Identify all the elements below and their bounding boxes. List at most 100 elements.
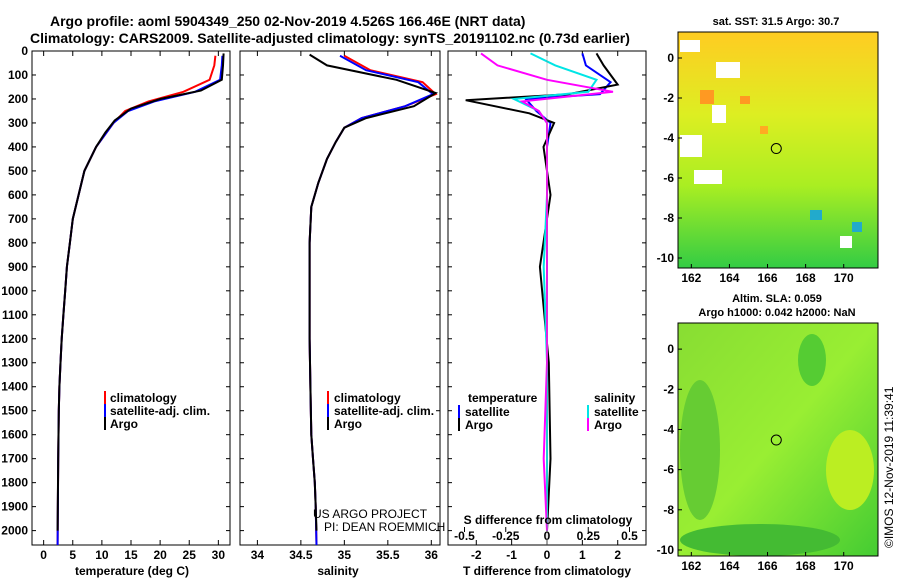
temperature-legend: climatology satellite-adj. clim. Argo: [104, 391, 210, 431]
x-tick-label: 25: [183, 548, 197, 562]
depth-tick-label: 200: [8, 92, 28, 106]
depth-tick-label: 2000: [1, 524, 28, 538]
figure-title-line2: Climatology: CARS2009. Satellite-adjuste…: [30, 30, 630, 46]
salinity-legend: climatology satellite-adj. clim. Argo: [327, 391, 434, 431]
x-tick-label: 1: [579, 548, 586, 562]
sla-map-title: Altim. SLA: 0.059: [732, 293, 822, 305]
map-y-tick-label: -10: [657, 543, 675, 557]
sst-missing-patch: [716, 62, 740, 78]
x-tick-label: 35: [338, 548, 352, 562]
temperature-x-label: temperature (deg C): [75, 564, 189, 578]
sla-low-region: [798, 334, 826, 386]
sst-missing-patch: [680, 135, 702, 157]
figure-title-line1: Argo profile: aoml 5904349_250 02-Nov-20…: [50, 13, 525, 29]
imos-stamp: ©IMOS 12-Nov-2019 11:39:41: [882, 386, 896, 548]
map-y-tick-label: -6: [663, 463, 674, 477]
series-line-argo: [308, 53, 439, 531]
s-tick-label: 0.25: [577, 529, 601, 543]
legend-label-satellite: satellite-adj. clim.: [110, 404, 210, 418]
x-tick-label: 0: [544, 548, 551, 562]
legend-label-argo: Argo: [110, 417, 138, 431]
s-difference-label: S difference from climatology: [464, 513, 633, 527]
depth-tick-label: 1200: [1, 332, 28, 346]
legend-header-salinity: salinity: [594, 391, 636, 405]
depth-tick-label: 1400: [1, 380, 28, 394]
legend-label-t-argo: Argo: [465, 418, 493, 432]
sla-low-region: [680, 524, 840, 556]
x-tick-label: 15: [124, 548, 138, 562]
depth-tick-label: 1900: [1, 500, 28, 514]
sst-warm-patch: [700, 90, 714, 104]
x-tick-label: 20: [153, 548, 167, 562]
x-tick-label: 2: [614, 548, 621, 562]
sst-warm-patch: [740, 96, 750, 104]
map-x-tick-label: 166: [758, 271, 778, 285]
difference-legend: temperature salinity satellite Argo sate…: [458, 391, 639, 432]
x-tick-label: 34.5: [289, 548, 313, 562]
sst-warm-patch: [760, 126, 768, 134]
sst-map-frame: [677, 31, 879, 269]
sla-map-axes: 162 164 166 168 170 0 -2 -4 -6 -8 -10: [657, 342, 854, 573]
map-x-tick-label: 162: [681, 271, 701, 285]
series-line-t-satellite: [523, 53, 613, 531]
depth-tick-label: 1300: [1, 356, 28, 370]
legend-label-climatology: climatology: [334, 391, 401, 405]
map-x-tick-label: 170: [834, 559, 854, 573]
map-y-tick-label: 0: [667, 51, 674, 65]
legend-label-climatology: climatology: [110, 391, 177, 405]
map-x-tick-label: 168: [796, 559, 816, 573]
depth-tick-label: 600: [8, 188, 28, 202]
sst-map-axes: 162 164 166 168 170 0 -2 -4 -6 -8 -10: [657, 51, 854, 285]
x-tick-label: 30: [212, 548, 226, 562]
series-line-satellite: [308, 54, 435, 546]
sst-map: [677, 31, 879, 269]
credit-pi: PI: DEAN ROEMMICH: [324, 520, 445, 534]
temperature-panel-frame: [31, 50, 231, 546]
depth-tick-label: 700: [8, 212, 28, 226]
map-y-tick-label: -8: [663, 211, 674, 225]
map-x-tick-label: 164: [719, 559, 739, 573]
sla-high-region: [826, 430, 874, 510]
map-y-tick-label: -8: [663, 503, 674, 517]
s-tick-label: -0.25: [492, 529, 520, 543]
sst-missing-patch: [840, 236, 852, 248]
depth-tick-label: 1600: [1, 428, 28, 442]
depth-tick-label: 1500: [1, 404, 28, 418]
legend-label-s-satellite: satellite: [594, 405, 639, 419]
float-location-marker: [770, 143, 782, 155]
series-line-t-argo: [465, 52, 620, 531]
s-tick-label: -0.5: [454, 529, 475, 543]
x-tick-label: 34: [251, 548, 265, 562]
sla-map-subtitle: Argo h1000: 0.042 h2000: NaN: [698, 307, 855, 319]
s-tick-label: 0.5: [621, 529, 638, 543]
map-y-tick-label: -10: [657, 251, 675, 265]
legend-label-t-satellite: satellite: [465, 405, 510, 419]
map-x-tick-label: 162: [681, 559, 701, 573]
sst-missing-patch: [680, 40, 700, 52]
map-y-tick-label: -6: [663, 171, 674, 185]
depth-tick-label: 300: [8, 116, 28, 130]
map-y-tick-label: 0: [667, 342, 674, 356]
sla-low-region: [680, 380, 720, 520]
x-tick-label: 10: [95, 548, 109, 562]
depth-tick-label: 1100: [2, 308, 28, 322]
sst-missing-patch: [694, 170, 722, 184]
depth-tick-label: 1000: [1, 284, 28, 298]
series-line-s-satellite: [510, 52, 599, 531]
series-line-climatology: [56, 55, 217, 546]
series-line-argo: [56, 53, 225, 531]
sst-cool-patch: [852, 222, 862, 232]
float-location-marker: [770, 434, 782, 446]
depth-tick-label: 1800: [1, 476, 28, 490]
salinity-x-label: salinity: [317, 564, 359, 578]
map-x-tick-label: 166: [758, 559, 778, 573]
map-y-tick-label: -2: [663, 382, 674, 396]
x-tick-label: 36: [425, 548, 439, 562]
x-tick-label: -1: [506, 548, 517, 562]
sst-missing-patch: [712, 105, 726, 123]
x-tick-label: -2: [471, 548, 482, 562]
depth-tick-label: 400: [8, 140, 28, 154]
sst-map-title: sat. SST: 31.5 Argo: 30.7: [713, 16, 840, 28]
legend-header-temperature: temperature: [468, 391, 538, 405]
